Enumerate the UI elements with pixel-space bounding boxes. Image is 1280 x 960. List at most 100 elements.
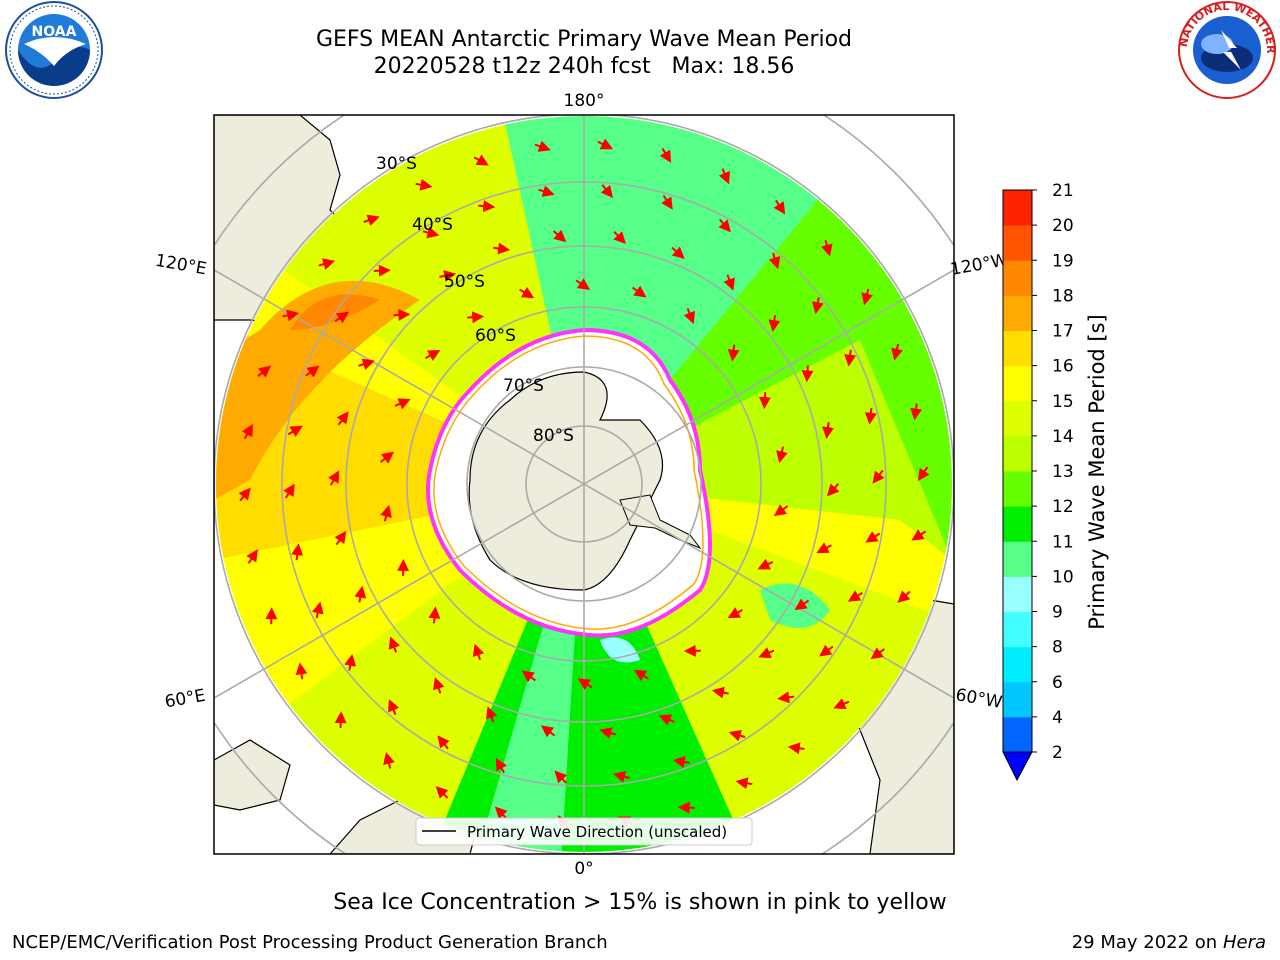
footer-credit: NCEP/EMC/Verification Post Processing Pr… bbox=[12, 932, 608, 953]
wave-direction-arrow bbox=[758, 647, 775, 659]
wave-direction-arrow bbox=[861, 288, 873, 306]
wave-direction-arrow bbox=[727, 344, 740, 362]
wave-direction-arrow bbox=[334, 530, 347, 546]
footer-date-text: 29 May 2022 on bbox=[1071, 932, 1218, 953]
wave-direction-arrow bbox=[383, 752, 395, 769]
wave-direction-arrow bbox=[428, 606, 441, 624]
graticule bbox=[214, 115, 954, 854]
colorbar-band bbox=[1003, 506, 1032, 542]
wave-direction-arrow bbox=[437, 735, 450, 750]
wave-direction-arrow bbox=[672, 756, 690, 768]
lat-label-80s: 80°S bbox=[533, 426, 574, 446]
wave-direction-arrow bbox=[435, 785, 449, 799]
wave-direction-arrow bbox=[659, 147, 672, 163]
wave-direction-arrow bbox=[910, 403, 922, 421]
wave-direction-arrow bbox=[865, 531, 881, 543]
wave-direction-arrow bbox=[777, 691, 795, 704]
lat-label-40s: 40°S bbox=[412, 215, 453, 235]
wave-direction-arrow bbox=[388, 699, 400, 716]
wave-direction-arrow bbox=[658, 714, 675, 726]
colorbar-band bbox=[1003, 435, 1032, 472]
wave-direction-arrow bbox=[282, 309, 300, 322]
colorbar-tick-label: 13 bbox=[1052, 462, 1074, 482]
wave-direction-arrow bbox=[439, 270, 457, 282]
wave-direction-arrow bbox=[599, 727, 617, 739]
wave-direction-arrow bbox=[711, 686, 729, 699]
wave-direction-arrow bbox=[493, 242, 511, 255]
map-border bbox=[213, 114, 955, 855]
lat-label-60s: 60°S bbox=[475, 326, 516, 346]
lat-label-70s: 70°S bbox=[503, 376, 544, 396]
wave-direction-arrows bbox=[238, 138, 930, 830]
colorbar-tick-label: 12 bbox=[1052, 497, 1074, 517]
wave-direction-arrow bbox=[917, 466, 930, 481]
wave-direction-arrow bbox=[735, 777, 753, 790]
wave-direction-arrow bbox=[773, 199, 786, 215]
wave-direction-arrow bbox=[238, 487, 251, 502]
wave-direction-arrow bbox=[872, 469, 885, 484]
wave-direction-arrow bbox=[811, 297, 824, 315]
wave-direction-arrow bbox=[897, 590, 911, 603]
wave-direction-arrow bbox=[246, 549, 258, 564]
wave-direction-arrow bbox=[318, 258, 336, 270]
wave-direction-arrow bbox=[575, 278, 591, 290]
wave-direction-arrow bbox=[833, 698, 850, 710]
wave-direction-arrow bbox=[334, 311, 350, 324]
lon-label-60e: 60°E bbox=[163, 686, 207, 713]
colorbar-tick-label: 4 bbox=[1052, 708, 1063, 728]
wave-direction-arrow bbox=[311, 601, 324, 619]
wave-direction-arrow bbox=[336, 411, 349, 426]
wave-direction-arrow bbox=[671, 246, 685, 259]
colorbar-band bbox=[1003, 611, 1032, 648]
wave-direction-arrow bbox=[718, 218, 731, 233]
colorbar-band bbox=[1003, 225, 1032, 261]
wave-direction-arrow bbox=[718, 168, 730, 185]
lon-label-bottom: 0° bbox=[574, 859, 593, 879]
wave-direction-arrow bbox=[773, 504, 789, 517]
noaa-logo: NOAA bbox=[5, 1, 103, 99]
wave-direction-arrow bbox=[495, 757, 507, 774]
wave-direction-arrow bbox=[552, 229, 567, 243]
colorbar-band bbox=[1003, 365, 1032, 402]
wave-direction-arrow bbox=[415, 178, 433, 191]
colorbar-band bbox=[1003, 576, 1032, 612]
wave-direction-arrow bbox=[344, 653, 357, 671]
wave-direction-arrow bbox=[394, 398, 411, 410]
colorbar-tick-label: 18 bbox=[1052, 286, 1074, 306]
colorbar-tick-label: 20 bbox=[1052, 216, 1074, 236]
wave-direction-arrow bbox=[538, 185, 555, 197]
colorbar: 2 4 6 8 9 10 11 12 13 14 15 16 17 18 19 20 21 Primary Wa… bbox=[1002, 181, 1109, 782]
wave-direction-arrow bbox=[819, 644, 834, 657]
wave-direction-arrow bbox=[911, 529, 927, 541]
wave-direction-arrow bbox=[494, 806, 508, 820]
lat-label-50s: 50°S bbox=[444, 272, 485, 292]
colorbar-band bbox=[1003, 541, 1032, 577]
wave-direction-arrow bbox=[870, 647, 885, 660]
colorbar-band bbox=[1003, 190, 1032, 226]
lon-label-120e: 120°E bbox=[154, 251, 208, 280]
wave-direction-arrow bbox=[727, 607, 743, 619]
colorbar-bands bbox=[1003, 190, 1032, 753]
noaa-logo-text: NOAA bbox=[32, 24, 77, 40]
wave-direction-arrow bbox=[822, 422, 834, 440]
colorbar-band bbox=[1003, 646, 1032, 683]
wave-direction-arrow bbox=[597, 138, 614, 150]
colorbar-tick-label: 21 bbox=[1052, 181, 1074, 201]
wave-direction-arrow bbox=[291, 543, 304, 561]
colorbar-label: Primary Wave Mean Period [s] bbox=[1085, 314, 1109, 630]
wave-direction-arrow bbox=[305, 365, 320, 378]
colorbar-band bbox=[1003, 295, 1032, 331]
colorbar-band bbox=[1003, 330, 1032, 367]
wave-direction-arrow bbox=[677, 801, 695, 814]
plot-title: GEFS MEAN Antarctic Primary Wave Mean Pe… bbox=[315, 27, 853, 52]
antarctica-land bbox=[468, 371, 664, 591]
wave-direction-arrow bbox=[632, 285, 647, 298]
footer-machine: Hera bbox=[1222, 932, 1266, 953]
colorbar-tick-label: 8 bbox=[1052, 638, 1063, 658]
wave-direction-arrow bbox=[723, 274, 735, 291]
colorbar-tick-label: 6 bbox=[1052, 673, 1063, 693]
wave-direction-arrow bbox=[633, 669, 649, 682]
wave-direction-arrow bbox=[728, 729, 746, 742]
wave-direction-arrow bbox=[283, 483, 295, 499]
wave-direction-arrow bbox=[373, 264, 391, 277]
